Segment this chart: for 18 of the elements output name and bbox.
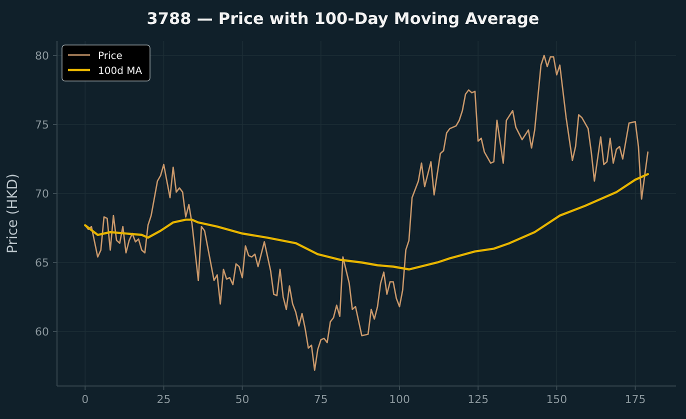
chart-title: 3788 — Price with 100-Day Moving Average [146, 9, 540, 28]
line-series [84, 173, 649, 270]
y-tick-label: 60 [35, 325, 49, 338]
y-tick-label: 70 [35, 187, 49, 200]
x-tick-label: 150 [546, 393, 568, 406]
y-tick-label: 80 [35, 49, 49, 62]
y-tick-label: 65 [35, 256, 49, 270]
x-tick-label: 50 [235, 393, 250, 406]
x-tick-label: 25 [156, 393, 171, 406]
legend-label: 100d MA [98, 66, 142, 77]
y-axis-title: Price (HKD) [5, 173, 21, 254]
x-tick-label: 75 [314, 393, 328, 406]
x-tick-label: 0 [82, 393, 89, 406]
x-tick-label: 175 [624, 393, 646, 406]
legend-label: Price [98, 51, 122, 62]
x-tick-label: 125 [468, 393, 489, 406]
y-tick-label: 75 [35, 118, 49, 132]
x-tick-label: 100 [389, 393, 410, 406]
